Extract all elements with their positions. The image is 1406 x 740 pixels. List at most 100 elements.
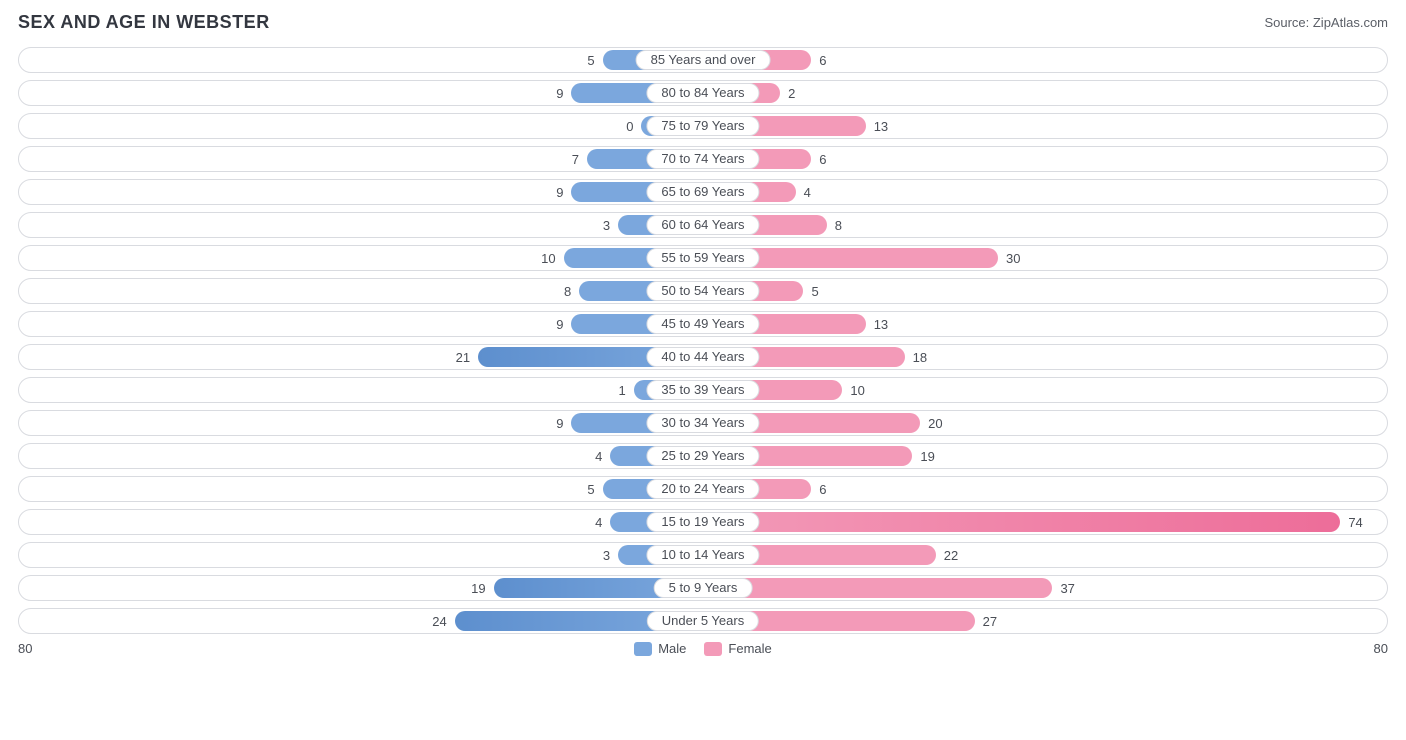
female-half: 13: [703, 312, 1387, 336]
male-half: 5: [19, 477, 703, 501]
male-value: 9: [548, 416, 571, 431]
female-value: 6: [811, 152, 834, 167]
legend-female-label: Female: [728, 641, 771, 656]
chart-row: 24 27 Under 5 Years: [18, 608, 1388, 634]
population-pyramid-chart: 5685 Years and over9280 to 84 Years01375…: [18, 47, 1388, 634]
age-group-label: 15 to 19 Years: [646, 512, 759, 532]
legend-male: Male: [634, 641, 686, 656]
male-value: 5: [579, 482, 602, 497]
male-value: 1: [610, 383, 633, 398]
male-value: 9: [548, 185, 571, 200]
male-half: 9: [19, 312, 703, 336]
chart-row: 92030 to 34 Years: [18, 410, 1388, 436]
age-group-label: 60 to 64 Years: [646, 215, 759, 235]
female-half: 30: [703, 246, 1387, 270]
legend-male-swatch: [634, 642, 652, 656]
female-half: 19: [703, 444, 1387, 468]
age-group-label: 55 to 59 Years: [646, 248, 759, 268]
female-half: 2: [703, 81, 1387, 105]
male-half: 19: [19, 576, 703, 600]
chart-row: 7 6 70 to 74 Years: [18, 146, 1388, 172]
female-value: 13: [866, 317, 896, 332]
legend: Male Female: [634, 641, 772, 656]
chart-header: SEX AND AGE IN WEBSTER Source: ZipAtlas.…: [18, 12, 1388, 33]
age-group-label: 70 to 74 Years: [646, 149, 759, 169]
female-value: 8: [827, 218, 850, 233]
male-half: 5: [19, 48, 703, 72]
male-value: 3: [595, 218, 618, 233]
female-value: 18: [905, 350, 935, 365]
legend-female-swatch: [704, 642, 722, 656]
male-half: 4: [19, 510, 703, 534]
male-half: 3: [19, 543, 703, 567]
male-half: 9: [19, 411, 703, 435]
male-value: 5: [579, 53, 602, 68]
axis-right-label: 80: [1374, 641, 1388, 656]
male-value: 4: [587, 449, 610, 464]
female-value: 27: [975, 614, 1005, 629]
age-group-label: 65 to 69 Years: [646, 182, 759, 202]
chart-row: 3 22 10 to 14 Years: [18, 542, 1388, 568]
female-value: 13: [866, 119, 896, 134]
chart-row: 8 550 to 54 Years: [18, 278, 1388, 304]
female-value: 2: [780, 86, 803, 101]
female-value: 10: [842, 383, 872, 398]
female-half: 8: [703, 213, 1387, 237]
female-half: 5: [703, 279, 1387, 303]
age-group-label: 5 to 9 Years: [654, 578, 753, 598]
legend-female: Female: [704, 641, 771, 656]
male-half: 21: [19, 345, 703, 369]
chart-row: 10 3055 to 59 Years: [18, 245, 1388, 271]
female-half: 6: [703, 48, 1387, 72]
male-half: 8: [19, 279, 703, 303]
age-group-label: 10 to 14 Years: [646, 545, 759, 565]
male-half: 10: [19, 246, 703, 270]
female-half: 20: [703, 411, 1387, 435]
male-value: 0: [618, 119, 641, 134]
female-half: 74: [703, 510, 1387, 534]
female-half: 13: [703, 114, 1387, 138]
female-half: 27: [703, 609, 1387, 633]
female-half: 6: [703, 477, 1387, 501]
male-half: 3: [19, 213, 703, 237]
male-value: 7: [564, 152, 587, 167]
female-value: 20: [920, 416, 950, 431]
female-value: 19: [912, 449, 942, 464]
male-half: 0: [19, 114, 703, 138]
age-group-label: 40 to 44 Years: [646, 347, 759, 367]
chart-source: Source: ZipAtlas.com: [1264, 15, 1388, 30]
female-bar: [703, 578, 1052, 598]
male-half: 24: [19, 609, 703, 633]
male-value: 10: [533, 251, 563, 266]
female-value: 4: [796, 185, 819, 200]
male-value: 9: [548, 86, 571, 101]
male-value: 8: [556, 284, 579, 299]
chart-title: SEX AND AGE IN WEBSTER: [18, 12, 270, 33]
female-value: 74: [1340, 515, 1370, 530]
male-value: 3: [595, 548, 618, 563]
chart-row: 11035 to 39 Years: [18, 377, 1388, 403]
male-value: 24: [424, 614, 454, 629]
age-group-label: 45 to 49 Years: [646, 314, 759, 334]
female-half: 6: [703, 147, 1387, 171]
age-group-label: 20 to 24 Years: [646, 479, 759, 499]
age-group-label: 75 to 79 Years: [646, 116, 759, 136]
chart-row: 5 685 Years and over: [18, 47, 1388, 73]
chart-row: 5 6 20 to 24 Years: [18, 476, 1388, 502]
chart-row: 21 18 40 to 44 Years: [18, 344, 1388, 370]
male-value: 21: [448, 350, 478, 365]
age-group-label: Under 5 Years: [647, 611, 759, 631]
age-group-label: 80 to 84 Years: [646, 83, 759, 103]
chart-row: 4 74 15 to 19 Years: [18, 509, 1388, 535]
chart-row: 9 2 80 to 84 Years: [18, 80, 1388, 106]
female-value: 22: [936, 548, 966, 563]
chart-row: 9 4 65 to 69 Years: [18, 179, 1388, 205]
chart-row: 41925 to 29 Years: [18, 443, 1388, 469]
female-half: 18: [703, 345, 1387, 369]
age-group-label: 85 Years and over: [636, 50, 771, 70]
female-half: 10: [703, 378, 1387, 402]
age-group-label: 50 to 54 Years: [646, 281, 759, 301]
axis-left-label: 80: [18, 641, 32, 656]
male-half: 7: [19, 147, 703, 171]
female-value: 6: [811, 482, 834, 497]
